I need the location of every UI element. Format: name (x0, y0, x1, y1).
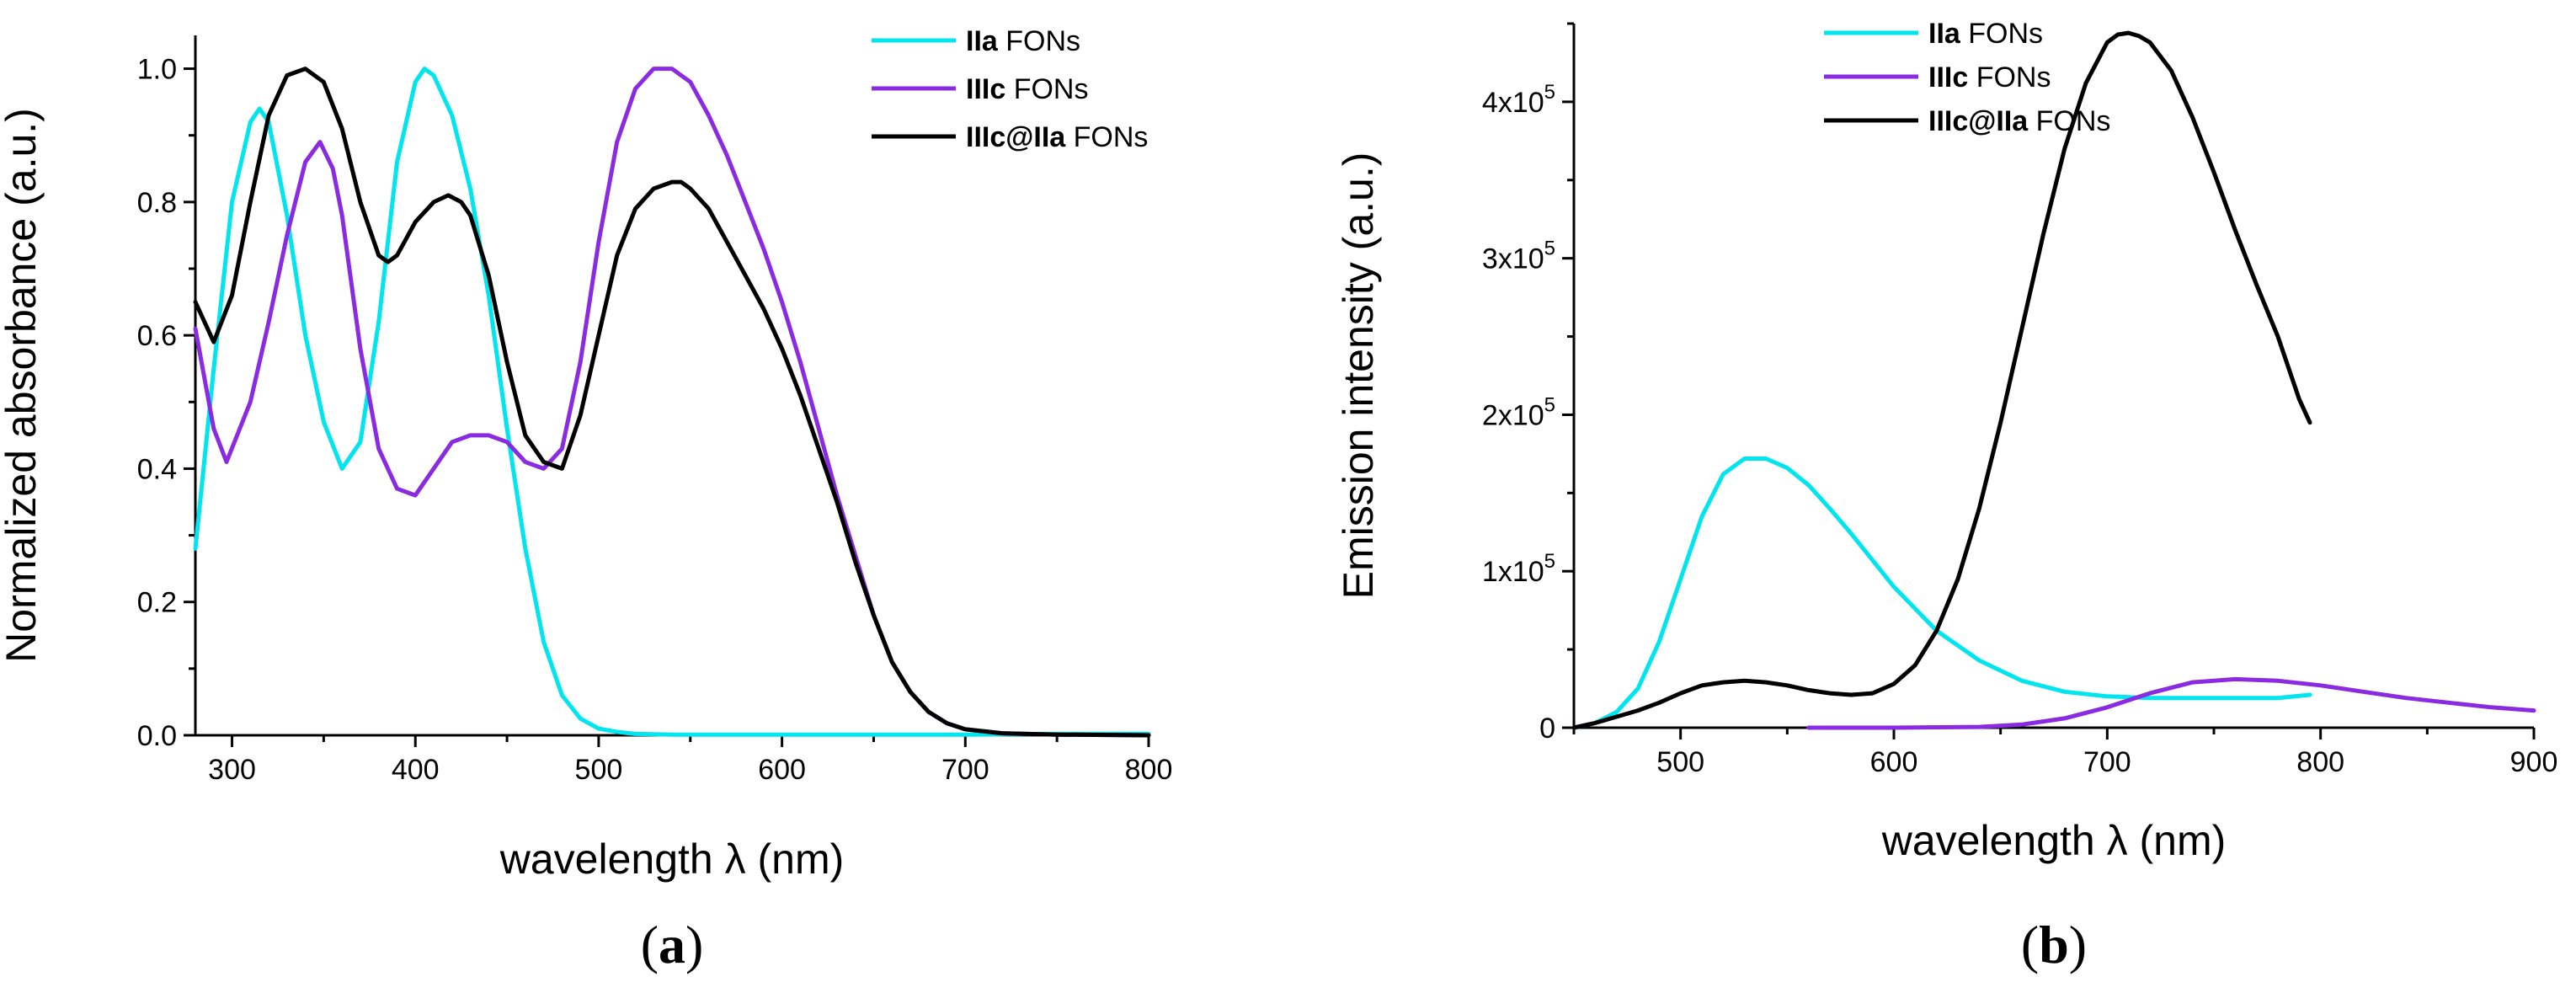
y-tick-label: 1x105 (1482, 550, 1555, 588)
y-axis-label: Emission intensity (a.u.) (1335, 152, 1382, 600)
legend-label: IIIc@IIa FONs (1928, 105, 2110, 137)
x-tick-label: 600 (1870, 746, 1918, 778)
panel-label: (a) (641, 915, 704, 974)
legend: IIa FONs IIIc FONs IIIc@IIa FONs (1824, 18, 2110, 137)
y-tick-label: 4x105 (1482, 81, 1555, 119)
legend-label: IIIc FONs (1928, 61, 2051, 93)
legend-label: IIa FONs (966, 25, 1080, 57)
x-tick-label: 900 (2510, 746, 2558, 778)
y-tick-label: 1.0 (137, 54, 177, 86)
x-tick-label: 700 (941, 754, 989, 786)
y-tick-label: 0.2 (137, 587, 177, 619)
y-tick-label: 3x105 (1482, 238, 1555, 275)
x-tick-label: 500 (1656, 746, 1704, 778)
series-line-iia (193, 67, 1151, 737)
x-tick-label: 500 (575, 754, 623, 786)
series-line-iia (1571, 456, 2312, 730)
x-tick-label: 300 (208, 754, 256, 786)
legend-label: IIIc@IIa FONs (966, 121, 1148, 153)
y-tick-label: 0.8 (137, 187, 177, 219)
x-tick-label: 800 (2296, 746, 2344, 778)
series-line-iiic (193, 67, 1151, 738)
x-tick-label: 800 (1125, 754, 1173, 786)
chart-panel-b: 500 600 700 800 900 0 1x105 2x105 3x105 4x105 wave… (1335, 18, 2557, 974)
y-axis-label: Normalized absorbance (a.u.) (0, 108, 45, 663)
series-line-iiic-at-iia (193, 67, 1151, 738)
legend-label: IIIc FONs (966, 73, 1088, 105)
series-line-iiic-at-iia (1571, 30, 2312, 730)
y-tick-label: 0.6 (137, 320, 177, 352)
x-tick-label: 600 (758, 754, 806, 786)
x-axis-label: wavelength λ (nm) (1881, 817, 2227, 864)
series-line-iiic (1806, 676, 2536, 730)
legend: IIa FONs IIIc FONs IIIc@IIa FONs (872, 25, 1148, 153)
y-tick-label: 2x105 (1482, 393, 1555, 431)
panel-label: (b) (2021, 915, 2087, 974)
x-axis-label: wavelength λ (nm) (499, 836, 845, 883)
y-tick-label: 0.4 (137, 453, 177, 485)
x-tick-label: 700 (2083, 746, 2131, 778)
y-tick-label: 0.0 (137, 720, 177, 752)
chart-panel-a: 300 400 500 600 700 800 0.0 0.2 0.4 0.6 0.8 1.0 wave… (0, 25, 1172, 974)
x-tick-label: 400 (392, 754, 440, 786)
y-tick-label: 0 (1539, 713, 1555, 745)
legend-label: IIa FONs (1928, 18, 2043, 50)
